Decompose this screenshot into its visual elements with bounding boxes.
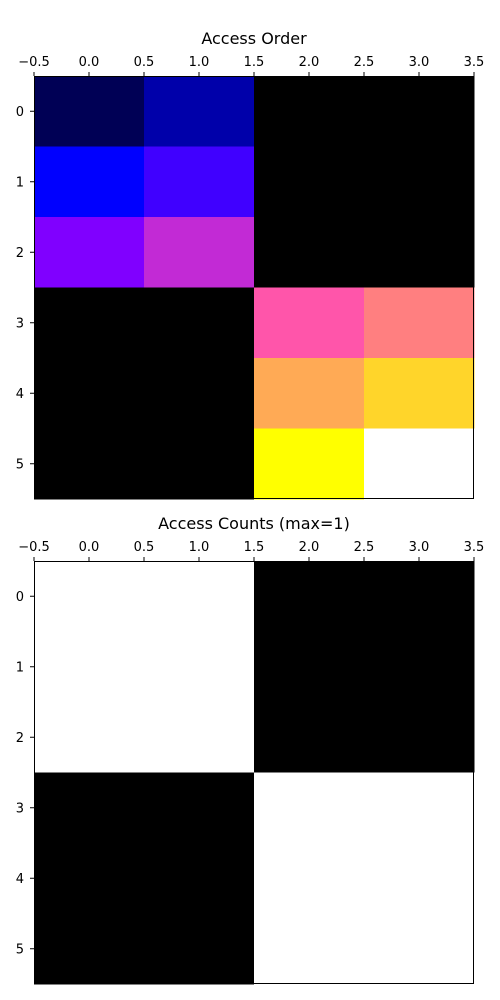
x-tick-label: 3.0	[409, 540, 430, 555]
heatmap-cell-r4-c1	[144, 358, 255, 429]
x-tick-label: 1.0	[189, 55, 210, 70]
x-tick-label: 0.5	[134, 55, 155, 70]
heatmap-cell-r0-c0	[34, 561, 145, 632]
heatmap-cell-r2-c3	[364, 702, 475, 773]
heatmap-cell-r2-c3	[364, 217, 475, 288]
heatmap-cell-r1-c2	[254, 631, 365, 703]
access-counts-chart: Access Counts (max=1) −0.5 0.0 0.5 1.0 1.5 2.…	[16, 514, 484, 985]
plot-frame	[34, 76, 474, 499]
y-tick-label: 3	[16, 316, 24, 331]
y-tick-label: 2	[16, 731, 24, 746]
heatmap-cell-r3-c0	[34, 772, 145, 844]
heatmap-cell-r4-c0	[34, 843, 145, 914]
x-axis: −0.5 0.0 0.5 1.0 1.5 2.0 2.5 3.0 3.5	[18, 540, 484, 561]
y-tick-label: 4	[16, 387, 24, 402]
y-tick-label: 3	[16, 801, 24, 816]
heatmap-cell-r4-c2	[254, 358, 365, 429]
heatmap-cells	[34, 561, 475, 985]
heatmap-cell-r5-c3	[364, 428, 475, 500]
heatmap-cell-r3-c2	[254, 772, 365, 844]
heatmap-cell-r1-c0	[34, 631, 145, 703]
heatmap-cell-r5-c0	[34, 913, 145, 985]
heatmap-cell-r4-c3	[364, 843, 475, 914]
x-tick-label: 2.5	[354, 55, 375, 70]
heatmap-cell-r5-c0	[34, 428, 145, 500]
y-tick-label: 5	[16, 942, 24, 957]
y-axis: 0 1 2 3 4 5	[16, 590, 34, 957]
heatmap-cell-r0-c2	[254, 76, 365, 147]
y-tick-label: 2	[16, 246, 24, 261]
x-tick-label: 0.0	[79, 55, 100, 70]
plot-frame	[34, 561, 474, 984]
access-order-chart: Access Order −0.5 0.0 0.5 1.0 1.5 2.0 2.5 3.0 3.…	[16, 29, 484, 500]
x-tick-label: 1.5	[244, 540, 265, 555]
heatmap-cell-r3-c3	[364, 287, 475, 359]
y-tick-label: 5	[16, 457, 24, 472]
heatmap-cell-r0-c1	[144, 76, 255, 147]
heatmap-cell-r4-c1	[144, 843, 255, 914]
heatmap-cell-r2-c1	[144, 217, 255, 288]
heatmap-cell-r3-c1	[144, 287, 255, 359]
x-tick-label: 3.5	[464, 540, 485, 555]
x-axis: −0.5 0.0 0.5 1.0 1.5 2.0 2.5 3.0 3.5	[18, 55, 484, 76]
y-tick-label: 0	[16, 105, 24, 120]
heatmap-cell-r5-c3	[364, 913, 475, 985]
y-tick-label: 0	[16, 590, 24, 605]
heatmap-cell-r4-c0	[34, 358, 145, 429]
heatmap-cell-r3-c0	[34, 287, 145, 359]
x-tick-label: 2.0	[299, 55, 320, 70]
heatmap-cell-r0-c3	[364, 76, 475, 147]
heatmap-cell-r5-c2	[254, 428, 365, 500]
y-axis: 0 1 2 3 4 5	[16, 105, 34, 472]
x-tick-label: 0.0	[79, 540, 100, 555]
x-tick-label: 2.5	[354, 540, 375, 555]
heatmap-cell-r4-c3	[364, 358, 475, 429]
y-tick-label: 1	[16, 660, 24, 675]
heatmap-cell-r1-c3	[364, 631, 475, 703]
heatmap-cell-r5-c1	[144, 913, 255, 985]
heatmap-cell-r2-c0	[34, 702, 145, 773]
x-tick-label: 1.0	[189, 540, 210, 555]
heatmap-cell-r1-c1	[144, 146, 255, 218]
heatmap-cell-r5-c1	[144, 428, 255, 500]
heatmap-cell-r2-c1	[144, 702, 255, 773]
x-tick-label: 3.5	[464, 55, 485, 70]
x-tick-label: −0.5	[18, 55, 50, 70]
chart-title: Access Counts (max=1)	[158, 514, 350, 533]
chart-title: Access Order	[201, 29, 307, 48]
heatmap-cell-r0-c2	[254, 561, 365, 632]
heatmap-cell-r3-c2	[254, 287, 365, 359]
heatmap-cell-r1-c2	[254, 146, 365, 218]
y-tick-label: 1	[16, 175, 24, 190]
heatmap-cells	[34, 76, 475, 500]
heatmap-cell-r0-c0	[34, 76, 145, 147]
heatmap-cell-r4-c2	[254, 843, 365, 914]
heatmap-cell-r3-c1	[144, 772, 255, 844]
x-tick-label: 3.0	[409, 55, 430, 70]
x-tick-label: 1.5	[244, 55, 265, 70]
heatmap-cell-r3-c3	[364, 772, 475, 844]
x-tick-label: 2.0	[299, 540, 320, 555]
heatmap-cell-r0-c3	[364, 561, 475, 632]
heatmap-cell-r2-c2	[254, 702, 365, 773]
heatmap-cell-r5-c2	[254, 913, 365, 985]
heatmap-cell-r2-c2	[254, 217, 365, 288]
x-tick-label: 0.5	[134, 540, 155, 555]
heatmap-cell-r1-c0	[34, 146, 145, 218]
x-tick-label: −0.5	[18, 540, 50, 555]
heatmap-cell-r1-c3	[364, 146, 475, 218]
heatmap-cell-r0-c1	[144, 561, 255, 632]
heatmap-cell-r2-c0	[34, 217, 145, 288]
y-tick-label: 4	[16, 872, 24, 887]
heatmap-cell-r1-c1	[144, 631, 255, 703]
